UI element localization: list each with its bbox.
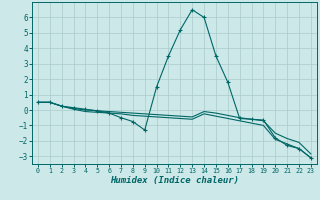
X-axis label: Humidex (Indice chaleur): Humidex (Indice chaleur): [110, 176, 239, 185]
